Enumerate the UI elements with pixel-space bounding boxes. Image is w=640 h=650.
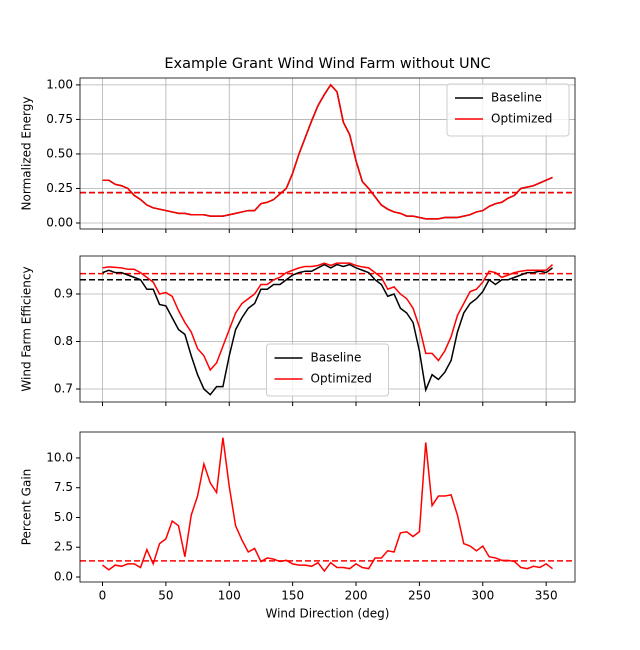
y-tick-label: 10.0 <box>46 450 73 464</box>
axes-frame <box>79 431 576 583</box>
x-tick-label: 350 <box>535 589 558 603</box>
y-tick-label: 2.5 <box>54 540 73 554</box>
y-axis-label: Wind Farm Efficiency <box>20 266 34 391</box>
y-tick-label: 0.9 <box>54 286 73 300</box>
y-tick-label: 0.25 <box>46 181 73 195</box>
y-tick-label: 0.0 <box>54 570 73 584</box>
y-tick-label: 0.50 <box>46 146 73 160</box>
y-axis-label: Normalized Energy <box>20 97 34 211</box>
chart-title: Example Grant Wind Wind Farm without UNC <box>164 56 490 72</box>
series-line <box>102 437 553 573</box>
legend-label: Baseline <box>311 351 362 365</box>
y-tick-label: 0.00 <box>46 215 73 229</box>
x-tick-label: 200 <box>345 589 368 603</box>
x-axis-label: Wind Direction (deg) <box>266 607 390 621</box>
axes-frame <box>79 77 576 230</box>
series-line <box>102 83 553 220</box>
x-tick-label: 250 <box>408 589 431 603</box>
x-tick-label: 0 <box>99 589 107 603</box>
x-tick-label: 100 <box>218 589 241 603</box>
legend-label: Optimized <box>311 372 372 386</box>
y-tick-label: 7.5 <box>54 480 73 494</box>
y-axis-label: Percent Gain <box>20 469 34 546</box>
y-tick-label: 5.0 <box>54 510 73 524</box>
series-line <box>102 263 553 396</box>
x-tick-label: 300 <box>471 589 494 603</box>
legend-label: Baseline <box>491 91 542 105</box>
series-line <box>102 262 554 372</box>
legend-box <box>266 343 389 397</box>
y-tick-label: 1.00 <box>46 77 73 91</box>
y-tick-label: 0.7 <box>54 381 73 395</box>
axes-frame <box>79 255 576 403</box>
legend-box <box>446 83 570 137</box>
y-tick-label: 0.75 <box>46 112 73 126</box>
x-tick-label: 150 <box>281 589 304 603</box>
legend-label: Optimized <box>491 112 552 126</box>
y-tick-label: 0.8 <box>54 334 73 348</box>
x-tick-label: 50 <box>158 589 173 603</box>
